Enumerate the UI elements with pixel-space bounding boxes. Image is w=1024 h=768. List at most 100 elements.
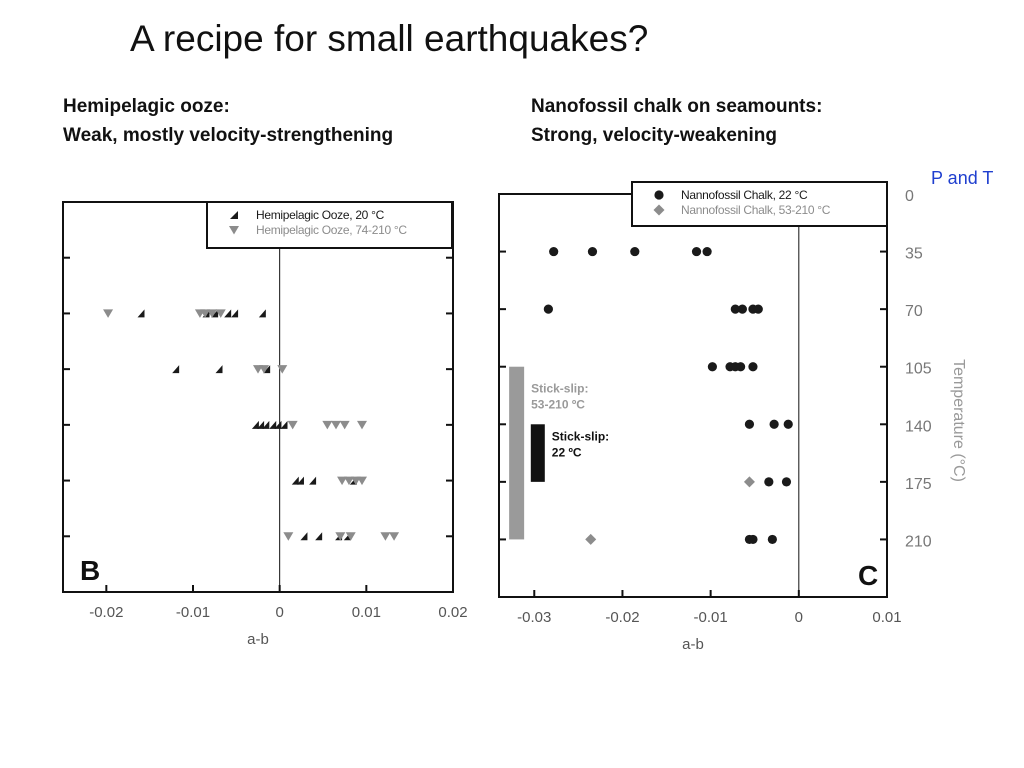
data-point <box>335 532 346 541</box>
temperature-axis-label: Temperature (°C) <box>950 359 967 482</box>
x-tick-label: 0.01 <box>352 604 381 621</box>
x-tick-label: -0.01 <box>176 604 210 621</box>
temperature-tick-label: 105 <box>905 361 932 378</box>
data-point <box>783 419 793 429</box>
stick-slip-label: Stick-slip: <box>552 429 609 443</box>
data-point <box>380 532 391 541</box>
data-point <box>357 420 367 430</box>
x-tick-label: -0.01 <box>694 609 728 626</box>
data-point <box>262 420 270 429</box>
data-point <box>258 309 266 318</box>
legend-label: Nannofossil Chalk, 22 °C <box>681 188 808 202</box>
data-point <box>702 246 712 257</box>
left-heading: Hemipelagic ooze: Weak, mostly velocity-… <box>63 92 393 150</box>
data-point <box>200 309 211 318</box>
data-point <box>137 309 145 318</box>
data-point <box>781 477 792 487</box>
legend-label: Nannofossil Chalk, 53-210 °C <box>681 203 831 217</box>
stick-slip-bar <box>530 424 545 482</box>
right-heading: Nanofossil chalk on seamounts: Strong, v… <box>531 92 822 150</box>
panel-label: C <box>858 560 878 591</box>
data-point <box>277 365 288 374</box>
panel-label: B <box>80 555 100 586</box>
data-point <box>339 420 350 430</box>
right-heading-line-1: Nanofossil chalk on seamounts: <box>531 96 823 117</box>
data-point <box>331 420 341 430</box>
left-heading-line-1: Hemipelagic ooze: <box>63 96 230 117</box>
data-point <box>585 533 597 545</box>
data-point <box>748 362 758 372</box>
data-point <box>736 362 746 372</box>
legend-label: Hemipelagic Ooze, 20 °C <box>256 208 385 222</box>
x-tick-label: 0.02 <box>438 604 467 621</box>
legend-marker <box>654 190 664 200</box>
data-point <box>215 309 226 318</box>
data-point <box>748 534 758 545</box>
legend-marker <box>653 204 665 216</box>
data-point <box>172 365 180 374</box>
x-tick-label: -0.03 <box>517 609 551 626</box>
data-point <box>769 419 779 429</box>
data-point <box>337 476 348 486</box>
temperature-tick-label: 35 <box>905 246 923 263</box>
cropped-caption: P and T <box>931 168 993 188</box>
data-point <box>737 304 747 314</box>
x-tick-label: -0.02 <box>89 604 123 621</box>
temperature-tick-label: 140 <box>905 418 932 435</box>
left-heading-line-2: Weak, mostly velocity-strengthening <box>63 125 394 146</box>
x-tick-label: 0 <box>795 609 803 626</box>
data-point <box>753 304 763 314</box>
data-point <box>309 476 317 485</box>
data-point <box>280 420 288 429</box>
temperature-tick-label: 210 <box>905 533 932 550</box>
x-tick-label: 0 <box>275 604 283 621</box>
data-point <box>231 309 239 318</box>
data-point <box>269 420 277 429</box>
data-point <box>549 246 559 257</box>
legend-box <box>206 201 453 249</box>
data-point <box>345 532 356 541</box>
data-point <box>767 534 777 545</box>
data-point <box>259 365 270 374</box>
stick-slip-temp-label: 53-210 ºC <box>531 398 585 412</box>
data-point <box>764 477 774 487</box>
data-point <box>744 419 755 429</box>
data-point <box>257 420 265 429</box>
data-point <box>322 420 333 430</box>
data-point <box>296 476 304 485</box>
data-point <box>215 365 223 374</box>
temperature-tick-label: 175 <box>905 476 932 493</box>
temperature-tick-label: 70 <box>905 303 923 320</box>
stick-slip-label: Stick-slip: <box>531 382 588 396</box>
temperature-tick-label: 0 <box>905 188 914 205</box>
x-axis-label: a-b <box>247 631 269 648</box>
x-axis-label: a-b <box>682 636 704 653</box>
right-heading-line-2: Strong, velocity-weakening <box>531 125 777 146</box>
slide-title: A recipe for small earthquakes? <box>130 18 649 59</box>
data-point <box>543 304 553 314</box>
data-point <box>103 309 114 318</box>
data-point <box>300 532 308 541</box>
data-point <box>707 362 718 372</box>
data-point <box>389 532 400 541</box>
data-point <box>357 476 367 486</box>
data-point <box>630 246 640 257</box>
legend-label: Hemipelagic Ooze, 74-210 °C <box>256 223 407 237</box>
data-point <box>691 246 702 257</box>
data-point <box>344 476 354 486</box>
data-point <box>743 476 755 488</box>
data-point <box>291 476 299 485</box>
chart-b: -0.02 -0.01 0 0.01 0.02 a-b Hemipelagic Ooze, … <box>62 201 468 648</box>
data-point <box>587 246 598 257</box>
data-point <box>287 420 298 430</box>
x-tick-label: 0.01 <box>872 609 901 626</box>
data-point <box>283 532 294 541</box>
data-point <box>730 304 740 314</box>
x-tick-label: -0.02 <box>605 609 639 626</box>
legend-box <box>631 181 888 227</box>
data-point <box>315 532 323 541</box>
legend-marker <box>229 226 239 235</box>
legend-marker <box>230 211 238 219</box>
stick-slip-temp-label: 22 ºC <box>552 445 582 459</box>
